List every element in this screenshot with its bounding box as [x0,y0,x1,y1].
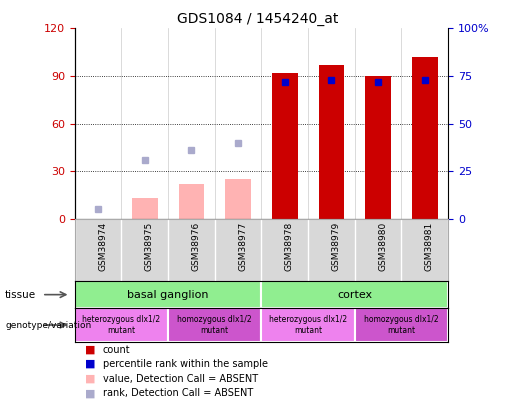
Bar [225,179,251,219]
Text: ■: ■ [85,388,95,398]
Text: ■: ■ [85,345,95,354]
Text: rank, Detection Call = ABSENT: rank, Detection Call = ABSENT [103,388,253,398]
Text: heterozygous dlx1/2
mutant: heterozygous dlx1/2 mutant [82,315,160,335]
Text: heterozygous dlx1/2
mutant: heterozygous dlx1/2 mutant [269,315,347,335]
Text: cortex: cortex [337,290,372,300]
Text: GSM38974: GSM38974 [98,222,107,271]
Text: GDS1084 / 1454240_at: GDS1084 / 1454240_at [177,12,338,26]
Bar [261,281,448,308]
Text: GSM38977: GSM38977 [238,222,247,271]
Bar [261,308,355,342]
Text: GSM38978: GSM38978 [285,222,294,271]
Text: ■: ■ [85,359,95,369]
Bar [75,281,261,308]
Text: GSM38979: GSM38979 [331,222,340,271]
Bar [365,76,391,219]
Text: count: count [103,345,131,354]
Text: tissue: tissue [5,290,36,300]
Bar [272,73,298,219]
Text: GSM38976: GSM38976 [192,222,200,271]
Text: percentile rank within the sample: percentile rank within the sample [103,359,268,369]
Text: basal ganglion: basal ganglion [127,290,209,300]
Text: ■: ■ [85,374,95,384]
Bar [75,308,168,342]
Bar [355,308,448,342]
Text: GSM38975: GSM38975 [145,222,153,271]
Text: genotype/variation: genotype/variation [5,320,91,330]
Bar [168,308,261,342]
Text: homozygous dlx1/2
mutant: homozygous dlx1/2 mutant [364,315,439,335]
Text: GSM38981: GSM38981 [425,222,434,271]
Text: GSM38980: GSM38980 [378,222,387,271]
Bar [412,57,438,219]
Bar [132,198,158,219]
Bar [319,65,344,219]
Bar [179,184,204,219]
Text: value, Detection Call = ABSENT: value, Detection Call = ABSENT [103,374,258,384]
Text: homozygous dlx1/2
mutant: homozygous dlx1/2 mutant [177,315,252,335]
